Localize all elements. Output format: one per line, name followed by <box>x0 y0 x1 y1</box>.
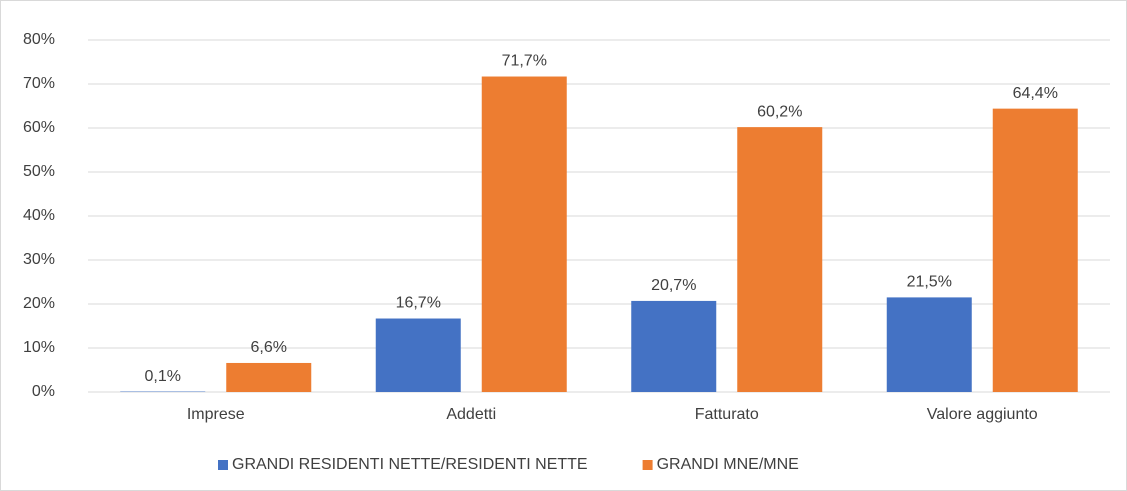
legend-label: GRANDI MNE/MNE <box>657 456 799 473</box>
value-label: 21,5% <box>907 274 952 291</box>
bar <box>631 300 717 392</box>
y-tick-label: 30% <box>23 251 55 268</box>
bar <box>226 362 312 392</box>
y-tick-label: 0% <box>32 383 55 400</box>
bar <box>375 318 461 392</box>
legend-label: GRANDI RESIDENTI NETTE/RESIDENTI NETTE <box>232 456 588 473</box>
bar <box>886 297 972 392</box>
y-tick-label: 40% <box>23 207 55 224</box>
value-label: 6,6% <box>251 339 287 356</box>
bar <box>481 76 567 393</box>
y-tick-label: 70% <box>23 75 55 92</box>
value-label: 64,4% <box>1013 85 1058 102</box>
value-label: 0,1% <box>145 368 181 385</box>
y-tick-label: 10% <box>23 339 55 356</box>
legend-swatch <box>218 460 228 470</box>
value-label: 60,2% <box>757 103 802 120</box>
x-tick-label: Imprese <box>187 406 245 423</box>
x-tick-label: Fatturato <box>695 406 759 423</box>
value-label: 71,7% <box>502 53 547 70</box>
x-tick-label: Addetti <box>446 406 496 423</box>
value-label: 20,7% <box>651 277 696 294</box>
y-tick-label: 80% <box>23 31 55 48</box>
legend-swatch <box>642 460 653 470</box>
bar <box>992 108 1078 392</box>
value-label: 16,7% <box>396 295 441 312</box>
x-tick-label: Valore aggiunto <box>927 406 1038 423</box>
y-tick-label: 60% <box>23 119 55 136</box>
y-tick-label: 20% <box>23 295 55 312</box>
y-tick-label: 50% <box>23 163 55 180</box>
bar <box>737 127 823 393</box>
